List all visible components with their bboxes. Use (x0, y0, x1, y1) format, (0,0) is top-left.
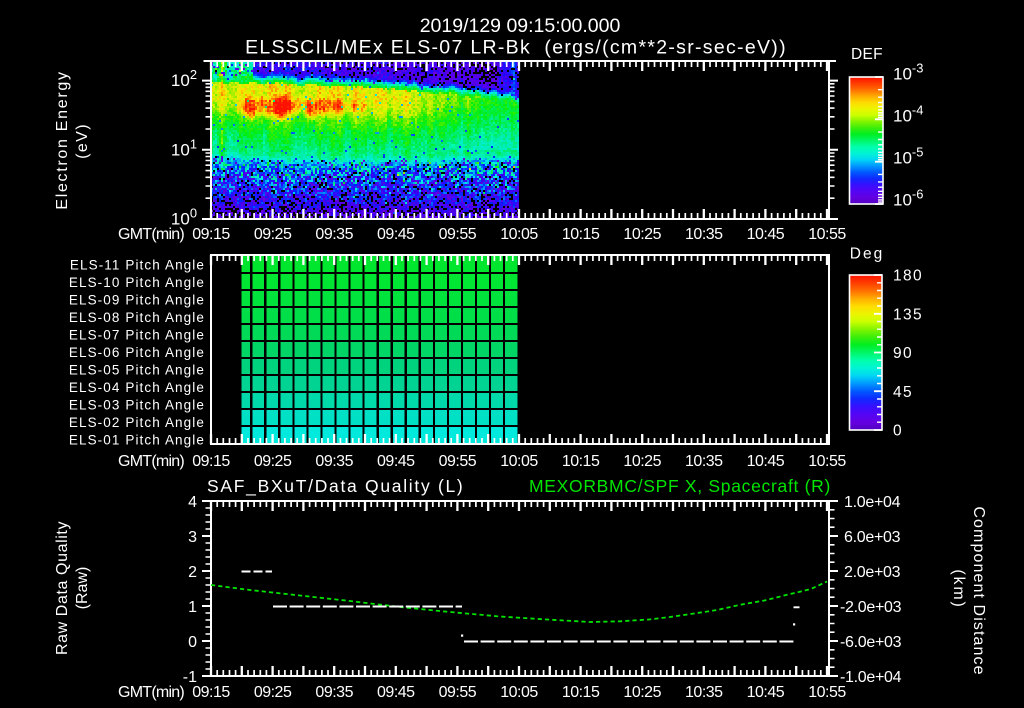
svg-text:09:45: 09:45 (377, 226, 415, 243)
svg-text:09:55: 09:55 (439, 226, 477, 243)
svg-text:10:15: 10:15 (562, 453, 600, 470)
svg-text:10:55: 10:55 (808, 226, 846, 243)
svg-text:10:35: 10:35 (685, 453, 723, 470)
svg-text:Deg: Deg (850, 246, 884, 263)
svg-text:ELS-04 Pitch Angle: ELS-04 Pitch Angle (69, 380, 205, 395)
svg-text:10:35: 10:35 (685, 226, 723, 243)
svg-text:09:15: 09:15 (192, 684, 230, 701)
svg-text:Component Distance: Component Distance (970, 506, 987, 675)
svg-text:ELS-08 Pitch Angle: ELS-08 Pitch Angle (69, 310, 205, 325)
svg-text:10:05: 10:05 (500, 684, 538, 701)
svg-text:09:15: 09:15 (192, 453, 230, 470)
svg-text:10:25: 10:25 (623, 684, 661, 701)
svg-text:10:05: 10:05 (500, 226, 538, 243)
svg-text:GMT(min): GMT(min) (118, 226, 184, 243)
svg-text:2.0e+03: 2.0e+03 (844, 564, 901, 581)
svg-text:ELS-03 Pitch Angle: ELS-03 Pitch Angle (69, 397, 205, 412)
svg-text:10:25: 10:25 (623, 453, 661, 470)
svg-text:10:45: 10:45 (747, 684, 785, 701)
svg-text:09:35: 09:35 (315, 226, 353, 243)
svg-text:-6.0e+03: -6.0e+03 (840, 634, 902, 651)
svg-text:ELSSCIL/MEx ELS-07 LR-Bk (erg: ELSSCIL/MEx ELS-07 LR-Bk (ergs/(cm**2-sr… (245, 37, 787, 59)
svg-text:2019/129 09:15:00.000: 2019/129 09:15:00.000 (420, 15, 621, 37)
svg-text:09:35: 09:35 (315, 684, 353, 701)
svg-text:ELS-02 Pitch Angle: ELS-02 Pitch Angle (69, 415, 205, 430)
svg-text:GMT(min): GMT(min) (118, 684, 184, 701)
svg-text:6.0e+03: 6.0e+03 (844, 529, 901, 546)
svg-text:10:05: 10:05 (500, 453, 538, 470)
svg-text:3: 3 (188, 529, 197, 546)
svg-text:SAF_BXuT/Data Quality (L): SAF_BXuT/Data Quality (L) (207, 476, 464, 497)
svg-text:09:15: 09:15 (192, 226, 230, 243)
svg-text:10:45: 10:45 (747, 453, 785, 470)
svg-text:09:45: 09:45 (377, 453, 415, 470)
svg-text:MEXORBMC/SPF X, Spacecraft (R): MEXORBMC/SPF X, Spacecraft (R) (529, 476, 831, 496)
svg-text:Electron Energy: Electron Energy (54, 70, 71, 209)
svg-text:GMT(min): GMT(min) (118, 453, 184, 470)
svg-text:1: 1 (188, 599, 197, 616)
svg-text:09:25: 09:25 (254, 226, 292, 243)
svg-text:(Raw): (Raw) (74, 567, 91, 610)
svg-text:10:15: 10:15 (562, 226, 600, 243)
svg-text:(eV): (eV) (74, 123, 91, 159)
svg-text:09:35: 09:35 (315, 453, 353, 470)
svg-text:DEF: DEF (851, 46, 883, 63)
svg-text:ELS-07 Pitch Angle: ELS-07 Pitch Angle (69, 327, 205, 342)
svg-text:180: 180 (893, 268, 923, 285)
svg-text:0: 0 (893, 423, 903, 440)
svg-text:09:55: 09:55 (439, 453, 477, 470)
svg-text:0: 0 (188, 634, 197, 651)
svg-text:10:55: 10:55 (808, 684, 846, 701)
svg-text:ELS-05 Pitch Angle: ELS-05 Pitch Angle (69, 362, 205, 377)
svg-text:09:45: 09:45 (377, 684, 415, 701)
svg-text:-1: -1 (183, 669, 197, 686)
svg-text:2: 2 (188, 564, 197, 581)
svg-text:09:55: 09:55 (439, 684, 477, 701)
svg-text:(km): (km) (950, 569, 967, 608)
svg-text:-1.0e+04: -1.0e+04 (840, 669, 902, 686)
svg-text:ELS-01 Pitch Angle: ELS-01 Pitch Angle (69, 432, 205, 447)
svg-text:90: 90 (893, 345, 913, 362)
svg-text:10:35: 10:35 (685, 684, 723, 701)
svg-text:ELS-09 Pitch Angle: ELS-09 Pitch Angle (69, 292, 205, 307)
svg-text:45: 45 (893, 384, 913, 401)
svg-text:10:55: 10:55 (808, 453, 846, 470)
svg-text:10:45: 10:45 (747, 226, 785, 243)
svg-text:4: 4 (188, 494, 197, 511)
svg-text:10:25: 10:25 (623, 226, 661, 243)
svg-text:1.0e+04: 1.0e+04 (844, 494, 901, 511)
svg-text:-2.0e+03: -2.0e+03 (840, 599, 902, 616)
svg-text:ELS-11 Pitch Angle: ELS-11 Pitch Angle (70, 257, 205, 272)
svg-text:135: 135 (893, 306, 923, 323)
svg-text:09:25: 09:25 (254, 684, 292, 701)
svg-text:ELS-06 Pitch Angle: ELS-06 Pitch Angle (69, 345, 205, 360)
svg-text:Raw Data Quality: Raw Data Quality (54, 521, 71, 655)
svg-text:09:25: 09:25 (254, 453, 292, 470)
svg-text:10:15: 10:15 (562, 684, 600, 701)
svg-text:ELS-10 Pitch Angle: ELS-10 Pitch Angle (69, 275, 205, 290)
